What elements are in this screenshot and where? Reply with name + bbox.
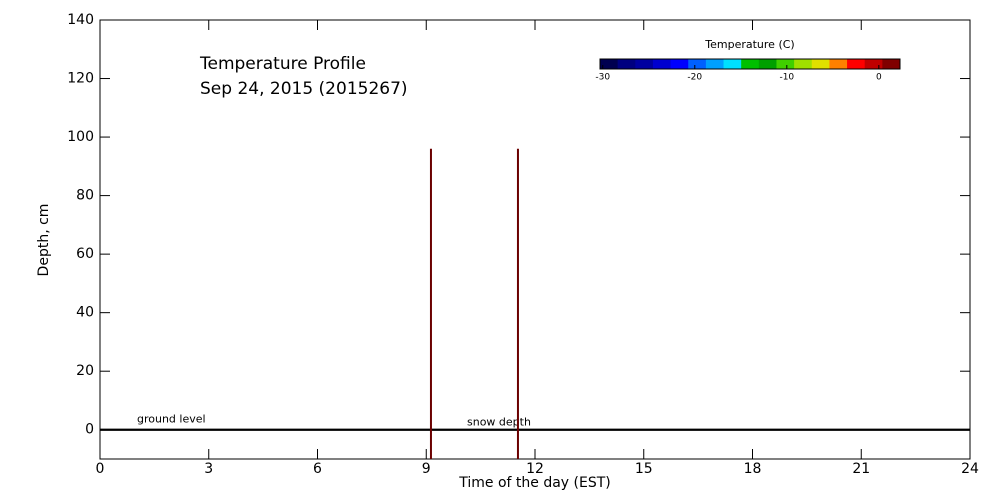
colorbar-swatch — [741, 59, 760, 69]
y-tick-label: 60 — [76, 246, 94, 262]
y-tick-label: 120 — [67, 71, 94, 87]
colorbar-swatch — [688, 59, 707, 69]
y-tick-label: 0 — [85, 422, 94, 438]
colorbar-swatch — [670, 59, 689, 69]
y-tick-label: 140 — [67, 12, 94, 28]
colorbar-swatch — [635, 59, 654, 69]
colorbar-swatch — [617, 59, 636, 69]
y-axis-label: Depth, cm — [36, 204, 52, 277]
reference-label: snow depth — [467, 416, 531, 429]
y-tick-label: 40 — [76, 305, 94, 321]
colorbar-swatch — [776, 59, 795, 69]
chart-title: Temperature Profile — [199, 54, 366, 74]
colorbar-swatch — [847, 59, 866, 69]
x-tick-label: 12 — [526, 461, 544, 477]
x-tick-label: 3 — [204, 461, 213, 477]
chart-subtitle: Sep 24, 2015 (2015267) — [200, 79, 408, 99]
y-tick-label: 100 — [67, 129, 94, 145]
colorbar-title: Temperature (C) — [704, 38, 794, 51]
colorbar-swatch — [758, 59, 777, 69]
reference-label: ground level — [137, 413, 206, 426]
x-tick-label: 9 — [422, 461, 431, 477]
x-tick-label: 18 — [744, 461, 762, 477]
colorbar-tick-label: -20 — [687, 73, 702, 83]
x-tick-label: 15 — [635, 461, 653, 477]
colorbar-swatch — [829, 59, 848, 69]
colorbar-tick-label: 0 — [876, 73, 882, 83]
colorbar-frame — [599, 58, 901, 70]
x-tick-label: 0 — [96, 461, 105, 477]
colorbar-tick-label: -10 — [779, 73, 794, 83]
colorbar-swatch — [811, 59, 830, 69]
x-axis-label: Time of the day (EST) — [458, 475, 611, 491]
colorbar-tick-label: -30 — [595, 73, 610, 83]
y-tick-label: 20 — [76, 363, 94, 379]
x-tick-label: 21 — [852, 461, 870, 477]
colorbar-swatch — [723, 59, 742, 69]
colorbar-swatch — [600, 59, 619, 69]
colorbar-swatch — [882, 59, 901, 69]
y-tick-label: 80 — [76, 188, 94, 204]
colorbar-swatch — [864, 59, 883, 69]
colorbar-swatch — [705, 59, 725, 69]
x-tick-label: 6 — [313, 461, 322, 477]
colorbar-swatch — [794, 59, 813, 69]
x-tick-label: 24 — [961, 461, 979, 477]
colorbar-swatch — [652, 59, 672, 69]
